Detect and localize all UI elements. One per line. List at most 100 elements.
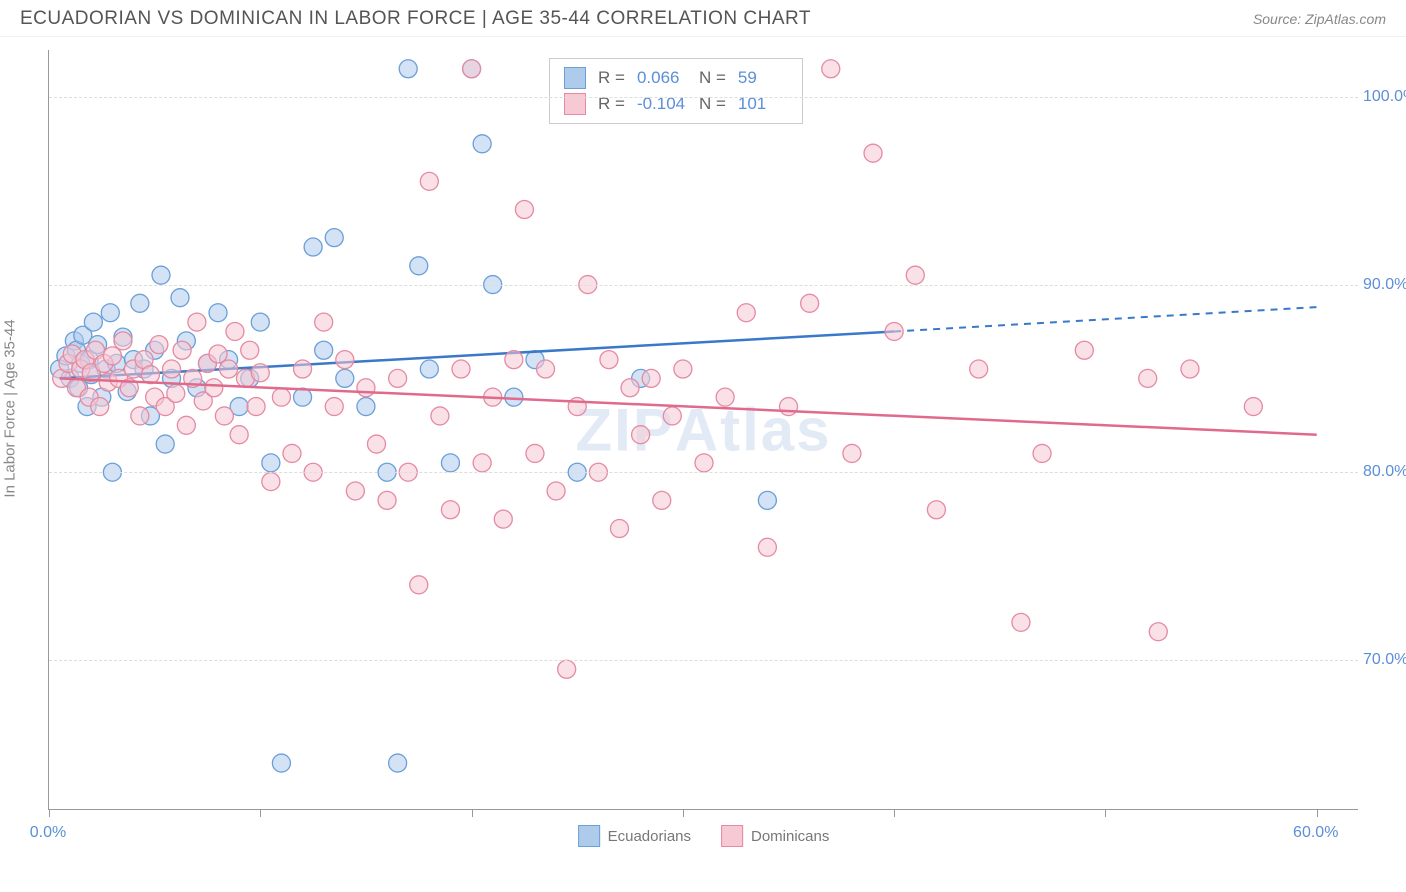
- data-point: [177, 416, 195, 434]
- data-point: [600, 351, 618, 369]
- data-point: [283, 444, 301, 462]
- data-point: [758, 538, 776, 556]
- data-point: [294, 360, 312, 378]
- data-point: [1244, 398, 1262, 416]
- data-point: [389, 754, 407, 772]
- scatter-svg: [49, 50, 1358, 809]
- data-point: [1075, 341, 1093, 359]
- x-tick-label: 60.0%: [1293, 824, 1338, 842]
- data-point: [241, 341, 259, 359]
- data-point: [452, 360, 470, 378]
- data-point: [209, 345, 227, 363]
- data-point: [441, 501, 459, 519]
- data-point: [737, 304, 755, 322]
- data-point: [389, 369, 407, 387]
- stats-swatch: [564, 67, 586, 89]
- data-point: [716, 388, 734, 406]
- data-point: [547, 482, 565, 500]
- data-point: [226, 322, 244, 340]
- y-axis-label: In Labor Force | Age 35-44: [2, 319, 19, 497]
- x-tick: [260, 809, 261, 817]
- data-point: [399, 60, 417, 78]
- data-point: [537, 360, 555, 378]
- data-point: [171, 289, 189, 307]
- data-point: [251, 364, 269, 382]
- data-point: [441, 454, 459, 472]
- data-point: [215, 407, 233, 425]
- data-point: [209, 304, 227, 322]
- data-point: [230, 426, 248, 444]
- data-point: [695, 454, 713, 472]
- data-point: [378, 491, 396, 509]
- gridline: [49, 472, 1358, 473]
- data-point: [262, 454, 280, 472]
- data-point: [505, 388, 523, 406]
- data-point: [642, 369, 660, 387]
- data-point: [346, 482, 364, 500]
- stats-row: R =-0.104N =101: [564, 91, 788, 117]
- data-point: [420, 172, 438, 190]
- data-point: [131, 407, 149, 425]
- chart-title: ECUADORIAN VS DOMINICAN IN LABOR FORCE |…: [20, 8, 811, 30]
- data-point: [621, 379, 639, 397]
- data-point: [315, 313, 333, 331]
- data-point: [1012, 613, 1030, 631]
- gridline: [49, 660, 1358, 661]
- data-point: [970, 360, 988, 378]
- gridline: [49, 285, 1358, 286]
- y-tick-label: 80.0%: [1363, 463, 1406, 481]
- data-point: [885, 322, 903, 340]
- correlation-stats-box: R =0.066N =59R =-0.104N =101: [549, 58, 803, 124]
- data-point: [205, 379, 223, 397]
- data-point: [906, 266, 924, 284]
- data-point: [336, 369, 354, 387]
- data-point: [1181, 360, 1199, 378]
- stats-r-label: R =: [598, 68, 625, 88]
- data-point: [84, 313, 102, 331]
- x-tick-label: 0.0%: [30, 824, 66, 842]
- legend-label: Ecuadorians: [608, 828, 691, 845]
- data-point: [410, 257, 428, 275]
- y-tick-label: 70.0%: [1363, 651, 1406, 669]
- x-tick: [49, 809, 50, 817]
- data-point: [526, 444, 544, 462]
- data-point: [262, 473, 280, 491]
- data-point: [173, 341, 191, 359]
- data-point: [357, 379, 375, 397]
- x-tick: [1105, 809, 1106, 817]
- data-point: [188, 313, 206, 331]
- data-point: [336, 351, 354, 369]
- data-point: [294, 388, 312, 406]
- data-point: [431, 407, 449, 425]
- data-point: [515, 201, 533, 219]
- data-point: [558, 660, 576, 678]
- data-point: [167, 384, 185, 402]
- data-point: [272, 754, 290, 772]
- data-point: [251, 313, 269, 331]
- data-point: [822, 60, 840, 78]
- data-point: [114, 332, 132, 350]
- data-point: [368, 435, 386, 453]
- data-point: [150, 336, 168, 354]
- gridline: [49, 97, 1358, 98]
- data-point: [101, 304, 119, 322]
- data-point: [131, 294, 149, 312]
- legend-label: Dominicans: [751, 828, 829, 845]
- data-point: [843, 444, 861, 462]
- data-point: [103, 347, 121, 365]
- data-point: [494, 510, 512, 528]
- data-point: [663, 407, 681, 425]
- series-legend: Ecuadorians Dominicans: [578, 825, 830, 847]
- chart-header: ECUADORIAN VS DOMINICAN IN LABOR FORCE |…: [0, 0, 1406, 37]
- data-point: [1149, 623, 1167, 641]
- data-point: [247, 398, 265, 416]
- data-point: [864, 144, 882, 162]
- data-point: [304, 238, 322, 256]
- y-tick-label: 90.0%: [1363, 276, 1406, 294]
- x-tick: [683, 809, 684, 817]
- data-point: [610, 520, 628, 538]
- legend-swatch: [578, 825, 600, 847]
- legend-swatch: [721, 825, 743, 847]
- data-point: [801, 294, 819, 312]
- data-point: [674, 360, 692, 378]
